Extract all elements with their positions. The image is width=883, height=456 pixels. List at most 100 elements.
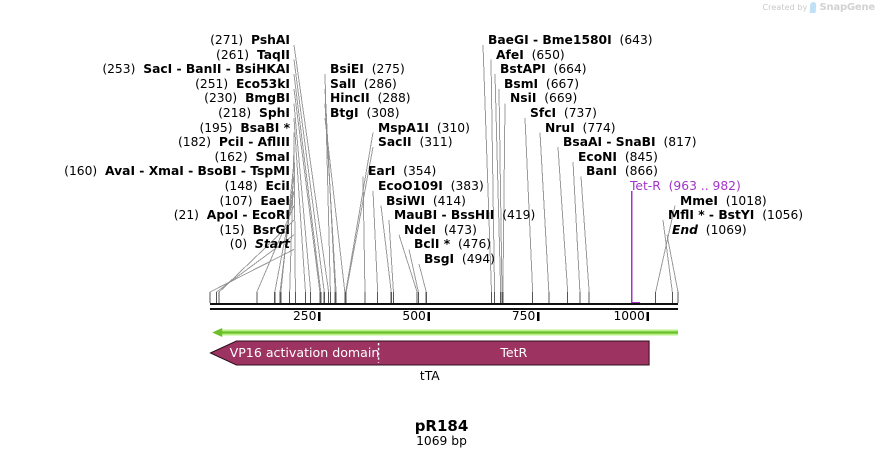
- restriction-site-bsgi: BsgI (494): [424, 253, 495, 266]
- restriction-site-hincii: HincII (288): [330, 92, 411, 105]
- site-position: (261): [216, 47, 250, 62]
- restriction-site-eaei: (107) EaeI: [219, 193, 290, 208]
- site-position: (162): [214, 149, 248, 164]
- site-name: MauBI: [394, 208, 438, 223]
- site-position: (182): [177, 135, 212, 150]
- ruler-tick-500: 500: [402, 309, 426, 323]
- restriction-site-bcli: BclI * (476): [414, 238, 491, 251]
- site-name: EcoNI: [578, 149, 618, 164]
- site-name: ApoI: [206, 208, 239, 223]
- site-name: MspA1I: [378, 120, 430, 135]
- site-name: BanI: [586, 164, 618, 179]
- restriction-site-pciiafliii: (182) PciI - AflIII: [178, 136, 290, 149]
- site-position: (476): [458, 237, 492, 252]
- site-name-separator: -: [135, 164, 149, 179]
- restriction-site-apoiecori: (21) ApoI - EcoRI: [174, 209, 290, 222]
- site-name: XmaI: [148, 164, 184, 179]
- watermark-prefix: Created by: [762, 3, 808, 12]
- restriction-site-pshai: (271) PshAI: [210, 34, 290, 47]
- site-name: BsmI: [504, 76, 539, 91]
- restriction-site-end: End (1069): [672, 222, 747, 237]
- site-name: NsiI: [510, 91, 537, 106]
- site-name: BmgBI: [245, 91, 290, 106]
- site-position: (383): [450, 179, 484, 193]
- site-name: BstAPI: [500, 62, 546, 77]
- site-position: (286): [363, 76, 397, 91]
- restriction-site-bmgbi: (230) BmgBI: [204, 92, 290, 105]
- restriction-site-ecii: (148) EciI: [225, 180, 290, 193]
- site-name: BsrGI: [252, 222, 290, 237]
- site-position: (1069): [705, 222, 747, 237]
- site-name: EaeI: [260, 193, 290, 208]
- restriction-site-bsiwi: BsiWI (414): [386, 193, 466, 208]
- site-name: EciI: [265, 179, 290, 193]
- site-position: (664): [553, 62, 587, 77]
- site-position: (473): [443, 222, 477, 237]
- restriction-site-sacii: SacII (311): [378, 136, 453, 149]
- site-name: MflI *: [668, 208, 705, 223]
- plasmid-length: 1069 bp: [416, 434, 467, 448]
- site-position: (275): [371, 62, 405, 77]
- restriction-site-sali: SalI (286): [330, 76, 397, 91]
- restriction-site-smai: (162) SmaI: [214, 149, 290, 164]
- site-name: TaqII: [256, 47, 290, 62]
- ruler-tick-750: 750: [511, 309, 536, 323]
- misc-feature-label-tet-r: Tet-R (963 .. 982): [630, 180, 741, 193]
- site-position: (667): [545, 76, 579, 91]
- restriction-site-sphi: (218) SphI: [218, 107, 290, 120]
- site-name-separator: -: [602, 135, 616, 150]
- site-position: (669): [544, 91, 578, 106]
- site-name: AvaI: [105, 164, 136, 179]
- site-name: HincII: [330, 91, 370, 106]
- feature-segment-label-tetr: TetR: [500, 345, 528, 360]
- restriction-site-mmei: MmeI (1018): [680, 193, 767, 208]
- site-name: Start: [255, 237, 290, 252]
- site-name: BanII: [185, 62, 222, 77]
- site-position: (288): [377, 91, 411, 106]
- site-position: (107): [219, 193, 253, 208]
- site-position: (494): [461, 252, 495, 266]
- site-name: End: [672, 222, 698, 237]
- restriction-site-nrui: NruI (774): [545, 120, 616, 135]
- restriction-site-bsiei: BsiEI (275): [330, 63, 405, 76]
- site-name: BclI *: [414, 237, 451, 252]
- site-position: (737): [563, 106, 597, 120]
- site-name: EcoRI: [251, 208, 290, 223]
- site-name: BsiEI: [330, 62, 364, 77]
- restriction-site-ecoo109i: EcoO109I (383): [378, 180, 484, 193]
- snapgene-watermark: Created by SnapGene: [762, 2, 875, 13]
- site-position: (21): [173, 208, 199, 223]
- site-name: BsgI: [424, 252, 455, 266]
- restriction-site-sfci: SfcI (737): [530, 107, 597, 120]
- restriction-site-bsabi: (195) BsaBI *: [199, 121, 290, 135]
- site-name: EarI: [368, 164, 396, 179]
- site-name: PshAI: [251, 33, 290, 47]
- site-name-separator: -: [172, 62, 186, 77]
- site-name: Bme1580I: [542, 33, 612, 47]
- site-name-separator: -: [528, 33, 543, 47]
- site-position: (1018): [725, 193, 767, 208]
- site-position: (774): [582, 120, 616, 135]
- site-name: MmeI: [680, 193, 718, 208]
- site-position: (354): [403, 164, 437, 179]
- restriction-site-afei: AfeI (650): [496, 48, 565, 62]
- restriction-site-start: (0) Start: [230, 238, 290, 251]
- site-name: AflIII: [257, 135, 290, 150]
- site-position: (419): [502, 208, 536, 223]
- site-position: (311): [419, 135, 453, 150]
- site-name: SphI: [259, 106, 290, 120]
- restriction-site-mspa1i: MspA1I (310): [378, 120, 470, 135]
- site-position: (148): [224, 179, 258, 193]
- restriction-site-bsaaisnabi: BsaAI - SnaBI (817): [563, 136, 697, 149]
- restriction-site-maubibsshii: MauBI - BssHII (419): [394, 209, 535, 222]
- snapgene-logo-icon: [810, 2, 817, 13]
- restriction-site-ndei: NdeI (473): [404, 222, 477, 237]
- site-name-separator: -: [221, 62, 236, 77]
- site-name: BsiWI: [386, 193, 426, 208]
- site-position: (817): [663, 135, 697, 150]
- restriction-site-taqii: (261) TaqII: [216, 47, 290, 62]
- watermark-brand: SnapGene: [819, 2, 875, 13]
- site-name: SmaI: [255, 149, 290, 164]
- misc-feature-name: Tet-R: [630, 179, 661, 193]
- site-position: (0): [229, 237, 248, 252]
